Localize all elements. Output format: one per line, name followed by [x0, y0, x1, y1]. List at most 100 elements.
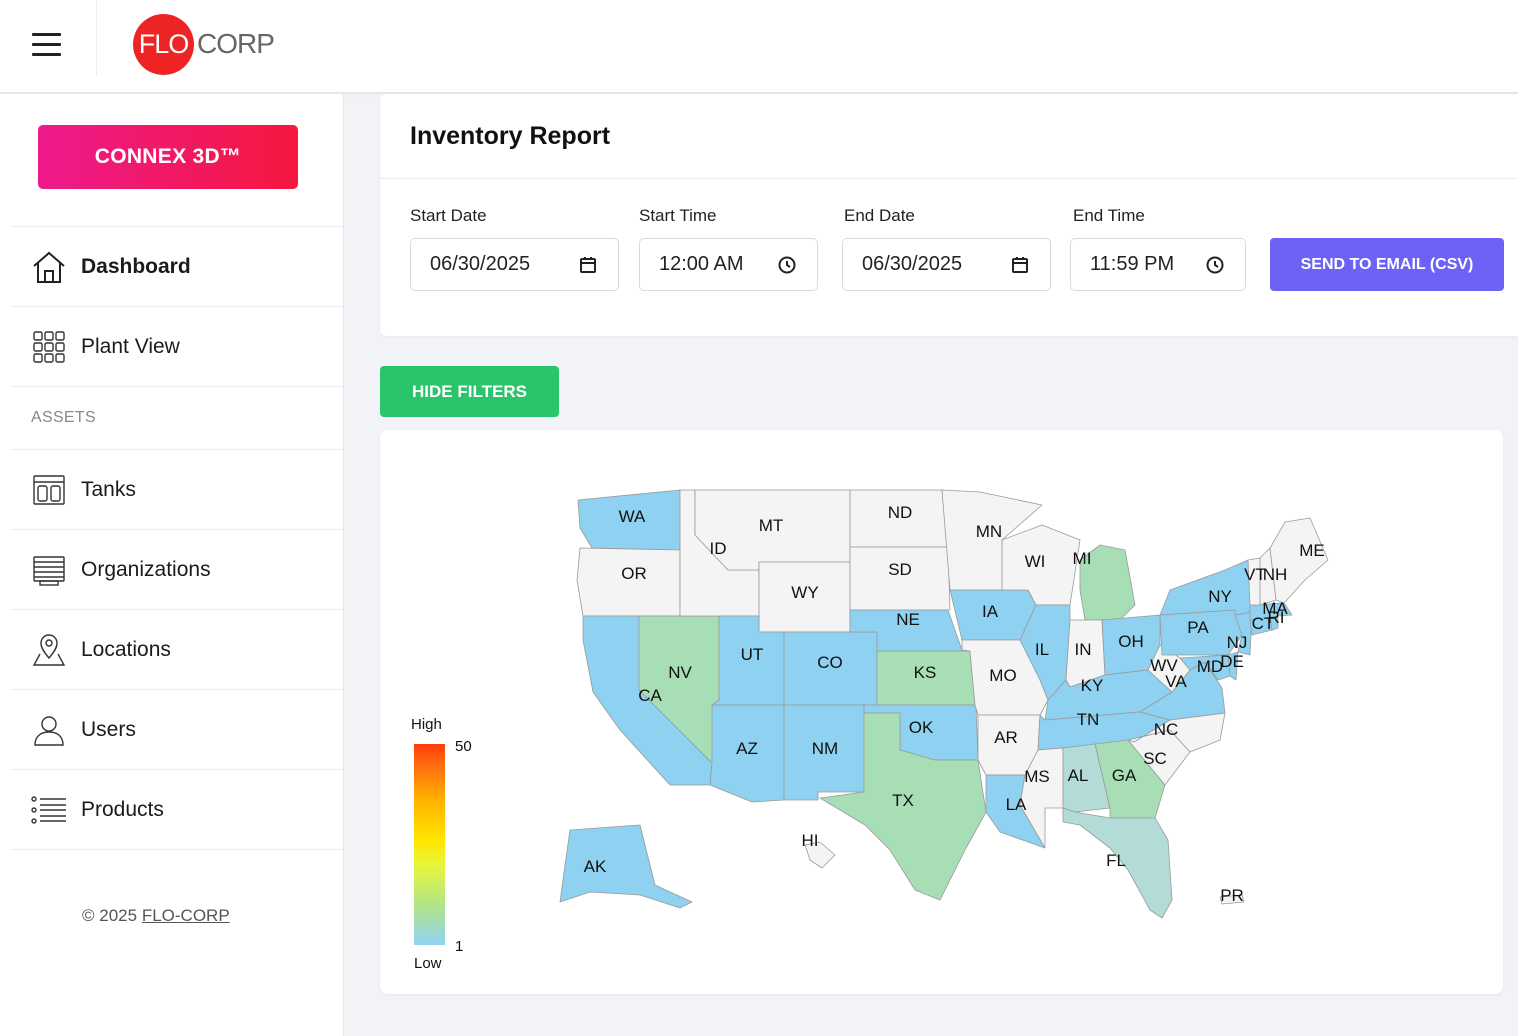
- sidebar-item-label: Organizations: [81, 557, 211, 581]
- state-hi[interactable]: [804, 841, 836, 869]
- state-label-nh: NH: [1263, 565, 1288, 584]
- state-label-ut: UT: [741, 645, 764, 664]
- start-date-input[interactable]: 06/30/2025: [410, 238, 619, 291]
- sidebar-item-label: Locations: [81, 637, 171, 661]
- end-date-input[interactable]: 06/30/2025: [842, 238, 1051, 291]
- legend-low-label: Low: [414, 955, 442, 972]
- state-ma[interactable]: [1249, 602, 1293, 621]
- state-label-id: ID: [710, 539, 727, 558]
- state-label-wy: WY: [791, 583, 818, 602]
- state-label-co: CO: [817, 653, 843, 672]
- state-mi[interactable]: [1079, 544, 1136, 621]
- state-label-wi: WI: [1025, 552, 1046, 571]
- state-label-ne: NE: [896, 610, 920, 629]
- state-label-pr: PR: [1220, 886, 1244, 905]
- hide-filters-button[interactable]: HIDE FILTERS: [380, 366, 559, 417]
- logo-text: CORP: [197, 28, 275, 59]
- state-label-ak: AK: [584, 857, 607, 876]
- state-label-ca: CA: [638, 686, 662, 705]
- clock-icon[interactable]: [777, 255, 797, 275]
- state-label-va: VA: [1165, 672, 1187, 691]
- state-label-ok: OK: [909, 718, 934, 737]
- sidebar-item-locations[interactable]: Locations: [10, 609, 344, 689]
- location-pin-icon: [30, 631, 68, 669]
- state-label-la: LA: [1006, 795, 1027, 814]
- state-ny[interactable]: [1159, 559, 1253, 616]
- calendar-icon[interactable]: [1010, 255, 1030, 275]
- state-label-fl: FL: [1106, 851, 1126, 870]
- state-label-ks: KS: [914, 663, 937, 682]
- state-label-ri: RI: [1268, 608, 1285, 627]
- state-label-nv: NV: [668, 663, 692, 682]
- card-divider: [380, 178, 1518, 179]
- end-date-label: End Date: [844, 206, 915, 225]
- start-time-input[interactable]: 12:00 AM: [639, 238, 818, 291]
- state-me[interactable]: [1269, 517, 1329, 604]
- sidebar-item-organizations[interactable]: Organizations: [10, 529, 344, 609]
- state-al[interactable]: [1062, 743, 1111, 813]
- state-label-hi: HI: [802, 831, 819, 850]
- user-icon: [30, 711, 68, 749]
- sidebar-item-label: Tanks: [81, 477, 136, 501]
- state-label-ar: AR: [994, 728, 1018, 747]
- copyright: © 2025 FLO-CORP: [82, 906, 230, 926]
- state-label-pa: PA: [1187, 618, 1209, 637]
- state-label-ct: CT: [1252, 614, 1275, 633]
- state-fl[interactable]: [1062, 807, 1173, 919]
- clock-icon[interactable]: [1205, 255, 1225, 275]
- legend-min-value: 1: [455, 938, 464, 955]
- state-md[interactable]: [1179, 654, 1231, 681]
- top-header: FLO CORP: [0, 0, 1518, 93]
- home-icon: [30, 248, 68, 286]
- state-label-ky: KY: [1081, 676, 1104, 695]
- end-time-input[interactable]: 11:59 PM: [1070, 238, 1246, 291]
- sidebar-item-users[interactable]: Users: [10, 689, 344, 769]
- state-label-mt: MT: [759, 516, 784, 535]
- connex-3d-button[interactable]: CONNEX 3D™: [38, 125, 298, 189]
- calendar-icon[interactable]: [578, 255, 598, 275]
- inventory-report-card: Inventory Report Start Date 06/30/2025 S…: [380, 94, 1518, 336]
- state-label-tx: TX: [892, 791, 914, 810]
- sidebar-item-plant-view[interactable]: Plant View: [10, 306, 344, 386]
- start-date-value: 06/30/2025: [430, 253, 531, 275]
- sidebar-item-label: Users: [81, 717, 136, 741]
- state-pr[interactable]: [1219, 894, 1245, 905]
- flo-corp-logo[interactable]: FLO CORP: [133, 13, 275, 75]
- sidebar-item-label: Plant View: [81, 334, 180, 358]
- state-label-oh: OH: [1118, 632, 1144, 651]
- state-label-or: OR: [621, 564, 647, 583]
- sidebar-item-tanks[interactable]: Tanks: [10, 449, 344, 529]
- us-choropleth-map: WA OR CA NV ID MT WY UT AZ CO NM ND SD NE KS OK TX MN IA MO…: [559, 489, 1329, 919]
- start-time-value: 12:00 AM: [659, 253, 744, 275]
- state-label-mi: MI: [1073, 549, 1092, 568]
- sidebar-item-dashboard[interactable]: Dashboard: [10, 226, 344, 306]
- sidebar-item-products[interactable]: Products: [10, 769, 344, 849]
- sidebar-item-label: Products: [81, 797, 164, 821]
- sidebar: CONNEX 3D™ Dashboard Plant View ASSETS T…: [0, 94, 344, 1036]
- send-to-email-button[interactable]: SEND TO EMAIL (CSV): [1270, 238, 1504, 291]
- organization-icon: [30, 551, 68, 589]
- legend-max-value: 50: [455, 738, 472, 755]
- state-label-ga: GA: [1112, 766, 1137, 785]
- assets-section-row: [10, 386, 344, 450]
- state-nj[interactable]: [1234, 611, 1253, 656]
- state-label-nc: NC: [1154, 720, 1179, 739]
- hamburger-menu-icon[interactable]: [28, 30, 68, 60]
- state-tx[interactable]: [819, 712, 987, 901]
- state-label-nm: NM: [812, 739, 838, 758]
- tank-icon: [30, 471, 68, 509]
- sidebar-divider: [10, 849, 344, 850]
- state-label-ms: MS: [1024, 767, 1050, 786]
- state-sd[interactable]: [849, 546, 951, 611]
- state-label-de: DE: [1220, 652, 1244, 671]
- color-scale-legend: [414, 744, 445, 945]
- state-label-il: IL: [1035, 640, 1049, 659]
- state-label-ny: NY: [1208, 587, 1232, 606]
- state-label-sc: SC: [1143, 749, 1167, 768]
- state-label-md: MD: [1197, 657, 1223, 676]
- flo-corp-link[interactable]: FLO-CORP: [141, 906, 230, 925]
- grid-icon: [30, 328, 68, 366]
- state-ak[interactable]: [559, 824, 693, 909]
- end-time-value: 11:59 PM: [1090, 253, 1175, 275]
- us-map-card: High 50 1 Low WA OR CA NV ID MT WY UT AZ CO NM ND SD…: [380, 430, 1503, 994]
